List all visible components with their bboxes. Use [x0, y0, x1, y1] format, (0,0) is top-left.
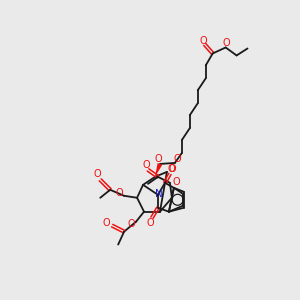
Text: N: N	[155, 189, 163, 199]
Text: O: O	[142, 160, 150, 170]
Text: O: O	[173, 154, 181, 164]
Text: O: O	[127, 219, 135, 229]
Text: O: O	[115, 188, 123, 198]
Text: O: O	[146, 218, 154, 228]
Text: O: O	[167, 164, 175, 174]
Text: O: O	[172, 177, 180, 187]
Polygon shape	[155, 163, 162, 177]
Text: O: O	[168, 164, 176, 174]
Text: O: O	[102, 218, 110, 228]
Text: O: O	[200, 35, 208, 46]
Text: O: O	[154, 154, 162, 164]
Text: O: O	[223, 38, 230, 49]
Text: O: O	[93, 169, 101, 179]
